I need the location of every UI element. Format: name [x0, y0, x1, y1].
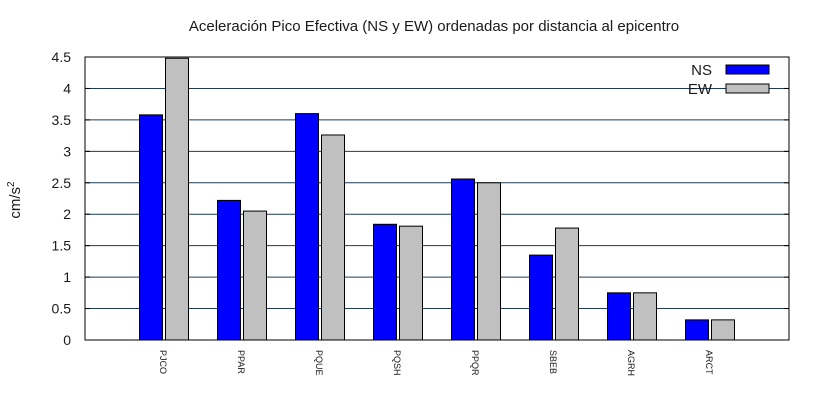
- bar-ns-ppar: [218, 200, 241, 340]
- bar-ew-pjco: [166, 58, 189, 340]
- x-tick-label: PQSH: [392, 350, 402, 376]
- y-axis-label-base: cm/s: [7, 187, 24, 219]
- x-tick-label: PJCO: [158, 350, 168, 374]
- gridlines: [85, 88, 789, 308]
- legend: NS EW: [688, 62, 769, 98]
- bar-ns-sbeb: [530, 255, 553, 340]
- y-tick-label: 4.5: [52, 49, 72, 65]
- bar-ns-pqsh: [374, 224, 397, 340]
- bar-ew-pque: [322, 135, 345, 340]
- y-tick-label: 3.5: [52, 112, 72, 128]
- bar-ns-ppqr: [452, 179, 475, 340]
- bar-ew-sbeb: [556, 228, 579, 340]
- x-tick-label: PQUE: [314, 350, 324, 376]
- x-tick-label: PPQR: [470, 350, 480, 376]
- bar-ew-ppar: [244, 211, 267, 340]
- y-tick-label: 2: [63, 206, 71, 222]
- bar-ns-agrh: [608, 293, 631, 340]
- y-axis-label-superscript: 2: [6, 181, 17, 187]
- x-axis-ticks: PJCO PPAR PQUE PQSH PPQR SBEB AGRH ARCT: [158, 350, 714, 376]
- bars: [140, 58, 735, 340]
- legend-label-ns: NS: [691, 62, 712, 79]
- plot-frame: [85, 57, 789, 340]
- y-tick-label: 0.5: [52, 301, 72, 317]
- legend-swatch-ns: [726, 65, 769, 74]
- chart-title: Aceleración Pico Efectiva (NS y EW) orde…: [189, 18, 679, 35]
- bar-ns-pjco: [140, 115, 163, 340]
- bar-ns-arct: [686, 320, 709, 340]
- y-tick-label: 1.5: [52, 238, 72, 254]
- legend-label-ew: EW: [688, 81, 713, 98]
- bar-ns-pque: [296, 114, 319, 340]
- y-tick-label: 1: [63, 269, 71, 285]
- bar-ew-arct: [712, 320, 735, 340]
- x-tick-label: AGRH: [626, 350, 636, 376]
- bar-ew-agrh: [634, 293, 657, 340]
- y-axis-label: cm/s2: [6, 181, 24, 219]
- bar-ew-ppqr: [478, 183, 501, 340]
- y-tick-label: 0: [63, 332, 71, 348]
- x-tick-label: ARCT: [704, 350, 714, 375]
- bar-chart: Aceleración Pico Efectiva (NS y EW) orde…: [0, 0, 820, 400]
- legend-swatch-ew: [726, 84, 769, 93]
- x-tick-label: SBEB: [548, 350, 558, 374]
- y-tick-label: 2.5: [52, 175, 72, 191]
- bar-ew-pqsh: [400, 226, 423, 340]
- y-tick-label: 4: [63, 80, 71, 96]
- x-tick-label: PPAR: [236, 350, 246, 374]
- y-tick-label: 3: [63, 143, 71, 159]
